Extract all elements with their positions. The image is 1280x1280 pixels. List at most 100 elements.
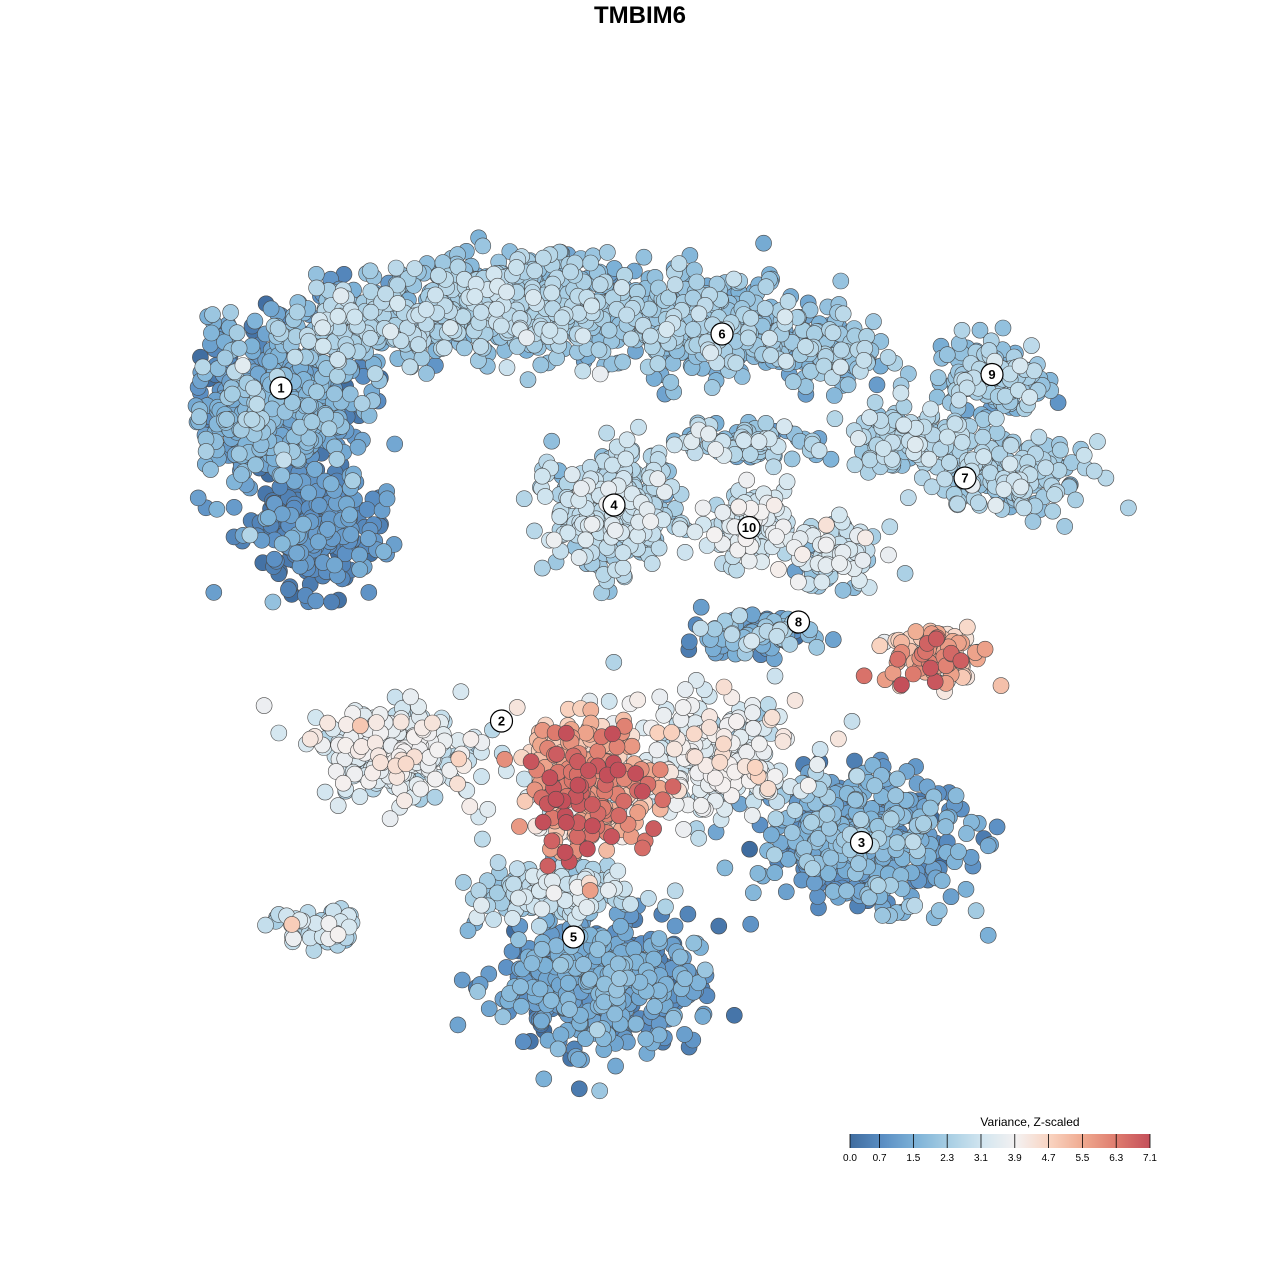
cell-point [896, 565, 914, 582]
cell-point [362, 303, 380, 321]
cell-point [822, 849, 840, 867]
cell-point [775, 418, 793, 436]
cell-point [738, 471, 756, 489]
cell-point [640, 889, 657, 907]
cell-point [498, 283, 515, 301]
cell-point [824, 324, 842, 342]
cell-point [280, 581, 297, 598]
cell-point [257, 916, 274, 934]
cell-point [649, 470, 667, 488]
cell-point [488, 300, 506, 318]
cell-point [255, 697, 273, 714]
cell-point [929, 369, 947, 387]
cell-point [880, 546, 897, 564]
cell-point [295, 515, 312, 533]
cell-point [784, 373, 802, 391]
cell-point [300, 397, 317, 414]
cell-point [865, 313, 882, 330]
cell-point [826, 410, 844, 428]
cell-point [749, 865, 767, 882]
cell-point [694, 1008, 712, 1025]
cell-point [310, 497, 328, 514]
cell-point [387, 259, 405, 277]
cell-point [655, 706, 673, 724]
cell-point [474, 237, 492, 255]
cell-point [1037, 459, 1054, 477]
cell-point [473, 768, 490, 785]
cell-point [744, 884, 762, 902]
cell-point [757, 278, 775, 296]
cell-point [953, 321, 971, 339]
cell-point [614, 544, 632, 562]
cell-point [676, 1026, 693, 1043]
cell-point [607, 1057, 624, 1075]
cell-point [533, 940, 551, 958]
cell-point [570, 1051, 587, 1068]
cell-point [570, 549, 588, 566]
cell-point [1052, 441, 1069, 459]
cell-point [545, 531, 563, 549]
cell-point [649, 355, 667, 373]
cell-point [618, 431, 636, 449]
cell-point [525, 289, 542, 306]
cell-point [671, 948, 689, 966]
cell-point [994, 319, 1012, 337]
cell-point [1011, 357, 1029, 375]
cell-point [285, 930, 302, 947]
cell-point [314, 319, 332, 337]
cell-point [716, 859, 734, 877]
cell-point [834, 581, 852, 599]
cell-point [273, 467, 291, 484]
cell-point [222, 304, 239, 321]
cell-point [591, 276, 609, 294]
cell-point [519, 371, 537, 389]
cell-point [869, 877, 887, 894]
cell-point [776, 308, 794, 326]
cell-point [381, 810, 399, 828]
cell-point [203, 324, 220, 342]
cell-point [757, 414, 775, 432]
cell-point [469, 983, 487, 1000]
cell-point [402, 688, 419, 706]
cell-point [562, 263, 579, 281]
cell-point [577, 531, 595, 549]
cell-point [809, 888, 826, 905]
cell-point [523, 955, 541, 972]
cell-point [763, 826, 780, 844]
cell-point [676, 970, 694, 988]
cell-point [833, 341, 850, 359]
cell-point [225, 498, 243, 516]
cell-point [314, 337, 332, 355]
cell-point [323, 593, 340, 611]
cell-point [288, 544, 306, 562]
cell-point [899, 489, 917, 507]
cell-point [813, 573, 831, 591]
cell-point [410, 336, 427, 354]
cell-point [783, 450, 801, 468]
cell-point [329, 797, 347, 814]
cell-point [341, 506, 359, 524]
cell-point [906, 897, 924, 914]
cell-point [881, 518, 899, 536]
cell-point [600, 321, 618, 339]
cell-point [766, 864, 784, 882]
cell-point [230, 445, 248, 463]
cell-point [589, 941, 607, 958]
cell-point [657, 898, 674, 916]
cell-point [510, 889, 527, 907]
cell-point [1015, 499, 1033, 517]
cell-point [888, 834, 906, 852]
cell-point [241, 526, 259, 544]
cell-point [970, 494, 987, 512]
cell-point [906, 436, 924, 453]
cell-point [848, 767, 866, 785]
cell-point [651, 688, 669, 706]
cell-point [386, 435, 404, 453]
cell-point [614, 559, 632, 577]
cell-point [971, 321, 989, 339]
cell-point [613, 279, 631, 296]
cell-point [591, 365, 609, 383]
cell-point [843, 712, 861, 730]
cell-point [1044, 502, 1061, 520]
cell-point [1023, 337, 1040, 354]
